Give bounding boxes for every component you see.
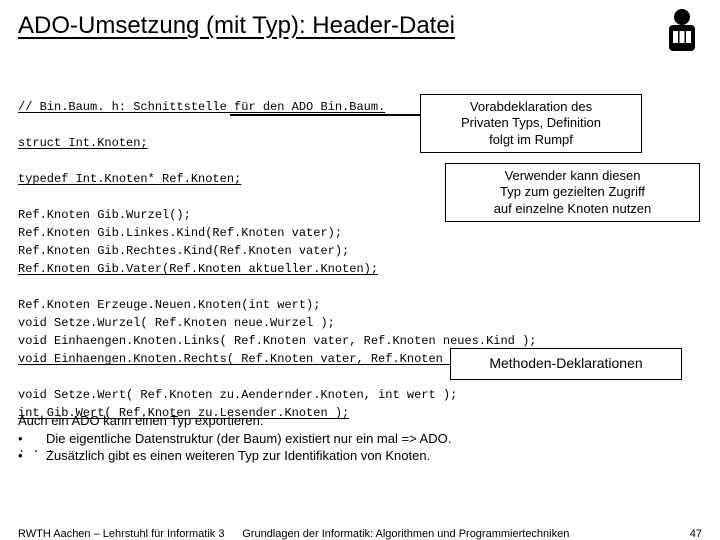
bullet-item: • Die eigentliche Datenstruktur (der Bau…: [18, 430, 451, 448]
callout-line: Verwender kann diesen: [454, 168, 691, 184]
callout-method-declarations: Methoden-Deklarationen: [450, 348, 682, 380]
footer-page-number: 47: [690, 528, 702, 540]
callout-line: Typ zum gezielten Zugriff: [454, 184, 691, 200]
code-line-9: void Setze.Wurzel( Ref.Knoten neue.Wurze…: [18, 316, 335, 330]
code-line-5: Ref.Knoten Gib.Linkes.Kind(Ref.Knoten va…: [18, 226, 342, 240]
bullet-dot-icon: •: [18, 447, 46, 465]
callout-line: Vorabdeklaration des: [429, 99, 633, 115]
code-line-7: Ref.Knoten Gib.Vater(Ref.Knoten aktuelle…: [18, 262, 378, 276]
bottom-intro: Auch ein ADO kann einen Typ exportieren:: [18, 412, 451, 430]
bullet-dot-icon: •: [18, 430, 46, 448]
code-line-8: Ref.Knoten Erzeuge.Neuen.Knoten(int wert…: [18, 298, 320, 312]
footer-center: Grundlagen der Informatik: Algorithmen u…: [242, 528, 569, 540]
footer-left: RWTH Aachen – Lehrstuhl für Informatik 3: [18, 528, 224, 540]
callout-user-type: Verwender kann diesen Typ zum gezielten …: [445, 163, 700, 222]
bullet-text: Zusätzlich gibt es einen weiteren Typ zu…: [46, 447, 430, 465]
figure-icon: [662, 8, 702, 59]
callout-line: Methoden-Deklarationen: [489, 355, 642, 371]
bottom-text: Auch ein ADO kann einen Typ exportieren:…: [18, 412, 451, 465]
bullet-text: Die eigentliche Datenstruktur (der Baum)…: [46, 430, 451, 448]
code-line-3: typedef Int.Knoten* Ref.Knoten;: [18, 172, 241, 186]
callout-line: folgt im Rumpf: [429, 132, 633, 148]
code-line-12: void Setze.Wert( Ref.Knoten zu.Aendernde…: [18, 388, 457, 402]
connector-1: [230, 114, 420, 116]
code-line-6: Ref.Knoten Gib.Rechtes.Kind(Ref.Knoten v…: [18, 244, 349, 258]
code-line-2: struct Int.Knoten;: [18, 136, 148, 150]
bullet-item: • Zusätzlich gibt es einen weiteren Typ …: [18, 447, 451, 465]
code-line-10: void Einhaengen.Knoten.Links( Ref.Knoten…: [18, 334, 536, 348]
callout-forward-declaration: Vorabdeklaration des Privaten Typs, Defi…: [420, 94, 642, 153]
callout-line: auf einzelne Knoten nutzen: [454, 201, 691, 217]
slide-title: ADO-Umsetzung (mit Typ): Header-Datei: [18, 12, 455, 40]
callout-line: Privaten Typs, Definition: [429, 115, 633, 131]
code-line-1: // Bin.Baum. h: Schnittstelle für den AD…: [18, 100, 385, 114]
code-line-4: Ref.Knoten Gib.Wurzel();: [18, 208, 191, 222]
